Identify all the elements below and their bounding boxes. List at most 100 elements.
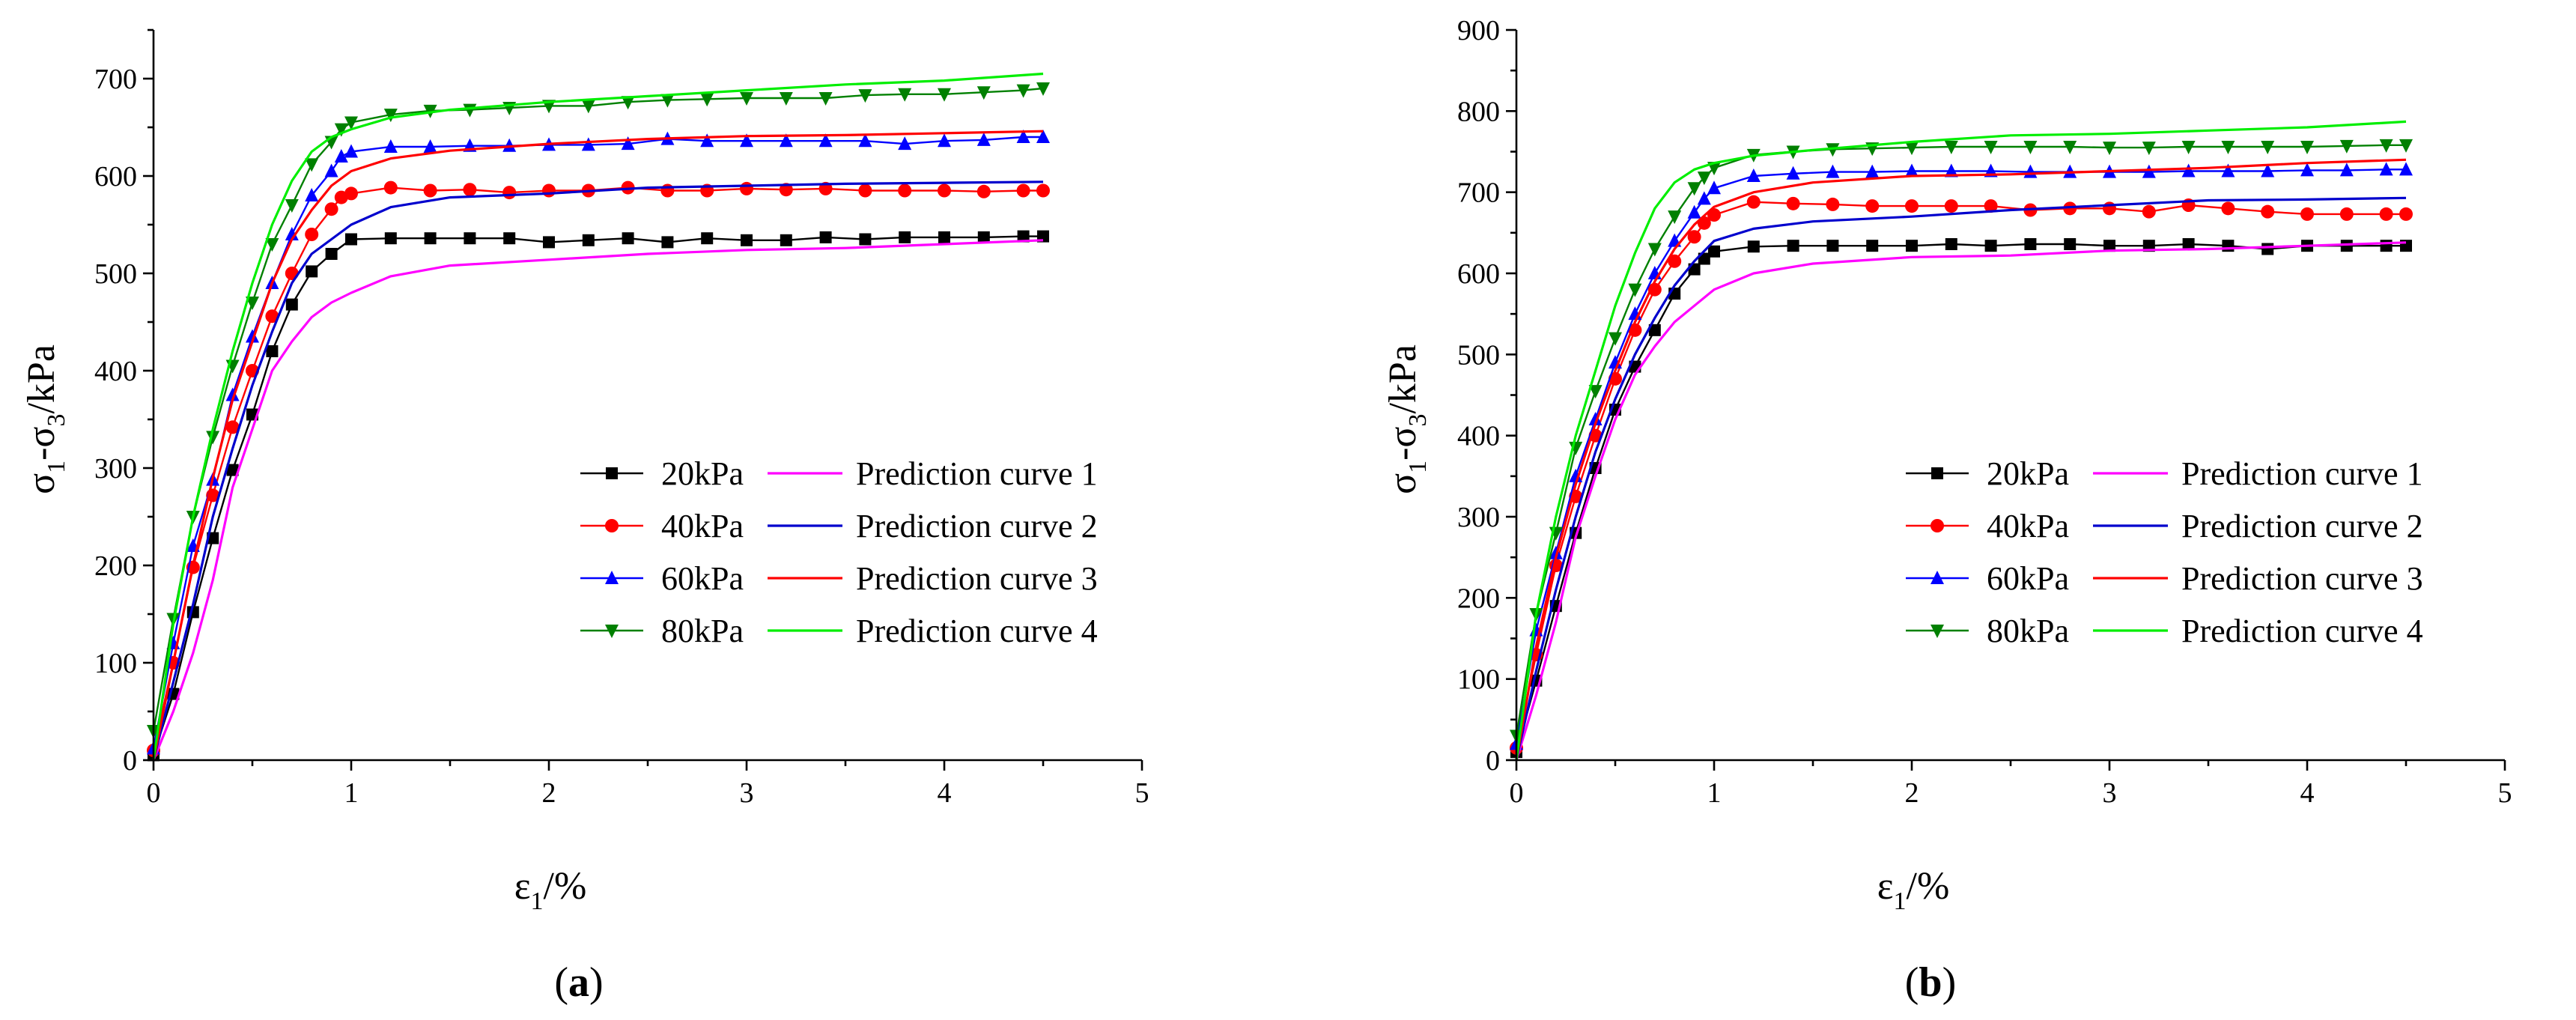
axes-a: 0 1 2 3 4 5 0 100 200 300 400 500 600 700 [94,28,1149,809]
data-point [464,232,476,245]
data-point [2261,204,2275,219]
data-point [2221,201,2235,216]
data-point [2399,139,2413,153]
data-point [344,116,358,130]
panel-b: 0 1 2 3 4 5 0 100 200 300 400 500 600 700 800 900 20kPa… [1382,15,2512,1006]
data-point [1826,197,1840,211]
data-point [1746,195,1761,209]
x-tick-label: 0 [1510,777,1524,809]
series-layer-a [147,72,1050,762]
data-point [2182,238,2195,250]
data-point [818,92,833,106]
data-point [2339,139,2354,154]
data-point [2103,142,2116,156]
legend-label: 40kPa [661,508,744,544]
series-line-prediction-curve-4 [152,72,1044,761]
data-point [2063,164,2077,178]
data-point [976,184,991,198]
legend-label: Prediction curve 3 [856,560,1098,597]
data-point [2142,142,2156,156]
data-point [2379,162,2393,176]
series-line-prediction-curve-1 [1515,241,2407,761]
x-tick-label: 5 [1135,777,1149,809]
legend-label: Prediction curve 1 [2181,455,2423,492]
data-point [265,238,279,252]
data-point [2023,141,2038,154]
data-point [898,183,912,198]
data-point [977,231,990,243]
data-point [1569,468,1583,482]
data-point [700,133,714,148]
data-point [542,183,556,198]
data-point [225,420,240,434]
y-tick-label: 0 [1486,745,1500,777]
data-point [2222,240,2235,252]
y-axis-label-b: σ1-σ3/kPa [1382,344,1432,494]
data-point [1905,199,1919,213]
data-point [700,93,714,107]
data-point [246,297,259,310]
data-point [246,329,259,343]
data-point [325,248,338,260]
data-point [859,233,872,246]
data-point [938,88,951,102]
data-point [661,236,674,249]
data-point [226,464,239,476]
data-point [384,232,397,245]
y-tick-label: 300 [1457,502,1500,533]
legend-label: 40kPa [1987,508,2069,544]
y-tick-label: 200 [94,550,137,582]
data-point [1707,180,1721,195]
series-line-prediction-curve-1 [152,239,1044,761]
data-point [1016,84,1030,98]
data-point [266,345,279,357]
data-point [2103,240,2115,252]
data-point [1628,283,1642,297]
data-point [1648,324,1661,336]
data-point [305,228,319,241]
x-tick-label: 3 [740,777,754,809]
data-point [2379,207,2393,221]
data-point [2399,207,2413,221]
panel-label-a: (a) [554,959,603,1006]
data-point [1016,183,1030,198]
data-point [938,231,950,243]
data-point [502,186,517,200]
x-tick-label: 4 [938,777,952,809]
data-point [1866,240,1879,252]
legend-a: 20kPa 40kPa 60kPa 80kPa Prediction curve 1 Pr… [580,455,1098,649]
data-point [1609,332,1622,346]
data-point [2221,141,2235,154]
data-point [1826,164,1840,178]
data-point [2380,240,2393,252]
x-tick-label: 3 [2103,777,2117,809]
y-tick-label: 100 [1457,664,1500,696]
data-point [622,232,634,245]
data-point [265,309,279,324]
x-tick-label: 1 [1707,777,1722,809]
y-axis-label-a: σ1-σ3/kPa [20,344,70,494]
data-point [344,186,358,201]
y-tick-label: 500 [1457,339,1500,371]
x-axis-label-b: ε1/% [1877,865,1950,915]
series-line-80kpa [152,87,1044,732]
legend-marker [605,571,619,584]
data-point [383,139,398,153]
data-point [324,202,338,216]
data-point [1945,238,1957,250]
data-point [2064,238,2077,250]
legend-marker [1931,467,1943,479]
data-point [383,180,398,195]
data-point [1036,82,1050,96]
legend-label: Prediction curve 3 [2181,560,2423,597]
data-point [1865,199,1880,213]
legend-label: 80kPa [661,613,744,649]
data-point [2181,141,2196,154]
axes-b: 0 1 2 3 4 5 0 100 200 300 400 500 600 700 800 900 [1457,15,2512,809]
data-point [2300,207,2314,221]
data-point [858,133,872,148]
data-point [503,232,516,245]
data-point [1984,141,1998,154]
data-point [2142,164,2156,178]
